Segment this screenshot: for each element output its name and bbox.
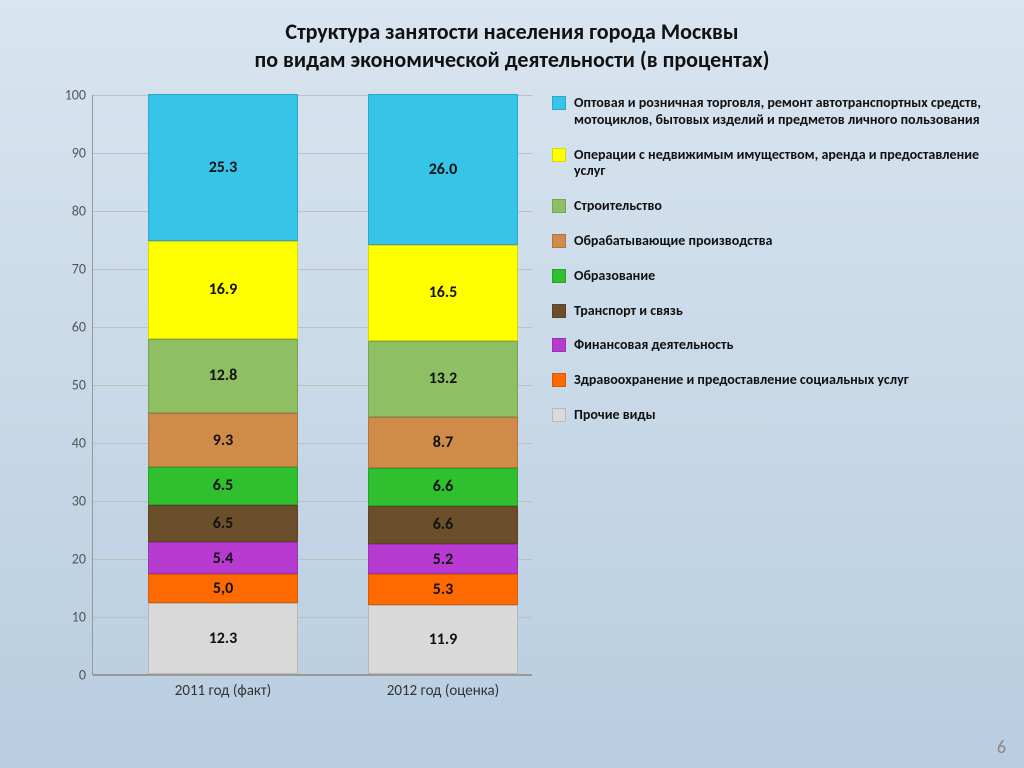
legend-label: Операции с недвижимым имуществом, аренда… xyxy=(574,147,1004,181)
bar-segment: 11.9 xyxy=(368,605,518,674)
bar-segment: 9.3 xyxy=(148,413,298,467)
legend-swatch xyxy=(552,338,566,352)
legend-label: Финансовая деятельность xyxy=(574,337,733,354)
bar-segment: 13.2 xyxy=(368,341,518,418)
bar-segment: 6.6 xyxy=(368,468,518,506)
y-tick-label: 70 xyxy=(72,261,86,278)
y-tick-label: 10 xyxy=(72,609,86,626)
legend-swatch xyxy=(552,96,566,110)
bar-segment: 25.3 xyxy=(148,94,298,241)
chart-area: 0102030405060708090100 12.35,05.46.56.59… xyxy=(40,95,1004,728)
bar-segment: 5.4 xyxy=(148,542,298,573)
legend-item: Строительство xyxy=(552,198,1004,215)
legend-item: Оптовая и розничная торговля, ремонт авт… xyxy=(552,95,1004,129)
stacked-bar: 11.95.35.26.66.68.713.216.526.0 xyxy=(368,94,518,674)
legend-label: Образование xyxy=(574,268,655,285)
page-number: 6 xyxy=(997,736,1006,758)
bar-segment: 5.3 xyxy=(368,574,518,605)
bar-segment: 16.5 xyxy=(368,245,518,341)
legend-item: Транспорт и связь xyxy=(552,303,1004,320)
plot-area: 12.35,05.46.56.59.312.816.925.32011 год … xyxy=(92,95,532,675)
legend-item: Образование xyxy=(552,268,1004,285)
legend-label: Оптовая и розничная торговля, ремонт авт… xyxy=(574,95,1004,129)
bar-segment: 6.5 xyxy=(148,505,298,543)
y-tick-label: 90 xyxy=(72,145,86,162)
bar-segment: 6.5 xyxy=(148,467,298,505)
y-tick-label: 100 xyxy=(65,87,86,104)
legend-swatch xyxy=(552,148,566,162)
x-axis-label: 2011 год (факт) xyxy=(133,674,313,700)
legend-swatch xyxy=(552,199,566,213)
legend-label: Здравоохранение и предоставление социаль… xyxy=(574,372,909,389)
bar-segment: 6.6 xyxy=(368,506,518,544)
legend-item: Прочие виды xyxy=(552,407,1004,424)
legend-swatch xyxy=(552,373,566,387)
legend-swatch xyxy=(552,234,566,248)
legend-label: Транспорт и связь xyxy=(574,303,683,320)
title-line-2: по видам экономической деятельности (в п… xyxy=(0,46,1024,74)
bar-segment: 5.2 xyxy=(368,544,518,574)
legend-label: Прочие виды xyxy=(574,407,656,424)
y-tick-label: 80 xyxy=(72,203,86,220)
bar-segment: 16.9 xyxy=(148,241,298,339)
y-tick-label: 0 xyxy=(79,667,86,684)
bar-segment: 5,0 xyxy=(148,574,298,603)
legend: Оптовая и розничная торговля, ремонт авт… xyxy=(532,95,1004,728)
legend-label: Строительство xyxy=(574,198,662,215)
bar-segment: 12.8 xyxy=(148,339,298,413)
y-tick-label: 40 xyxy=(72,435,86,452)
legend-swatch xyxy=(552,408,566,422)
legend-item: Операции с недвижимым имуществом, аренда… xyxy=(552,147,1004,181)
bar-segment: 12.3 xyxy=(148,603,298,674)
y-tick-label: 60 xyxy=(72,319,86,336)
y-tick-label: 30 xyxy=(72,493,86,510)
legend-swatch xyxy=(552,269,566,283)
legend-item: Обрабатывающие производства xyxy=(552,233,1004,250)
title-line-1: Структура занятости населения города Мос… xyxy=(0,18,1024,46)
bar-segment: 8.7 xyxy=(368,417,518,467)
bar-segment: 26.0 xyxy=(368,94,518,245)
y-tick-label: 50 xyxy=(72,377,86,394)
x-axis-label: 2012 год (оценка) xyxy=(353,674,533,700)
legend-item: Здравоохранение и предоставление социаль… xyxy=(552,372,1004,389)
chart-title: Структура занятости населения города Мос… xyxy=(0,0,1024,73)
stacked-bar: 12.35,05.46.56.59.312.816.925.3 xyxy=(148,94,298,674)
legend-label: Обрабатывающие производства xyxy=(574,233,772,250)
legend-swatch xyxy=(552,304,566,318)
legend-item: Финансовая деятельность xyxy=(552,337,1004,354)
y-tick-label: 20 xyxy=(72,551,86,568)
y-axis: 0102030405060708090100 xyxy=(40,95,92,675)
